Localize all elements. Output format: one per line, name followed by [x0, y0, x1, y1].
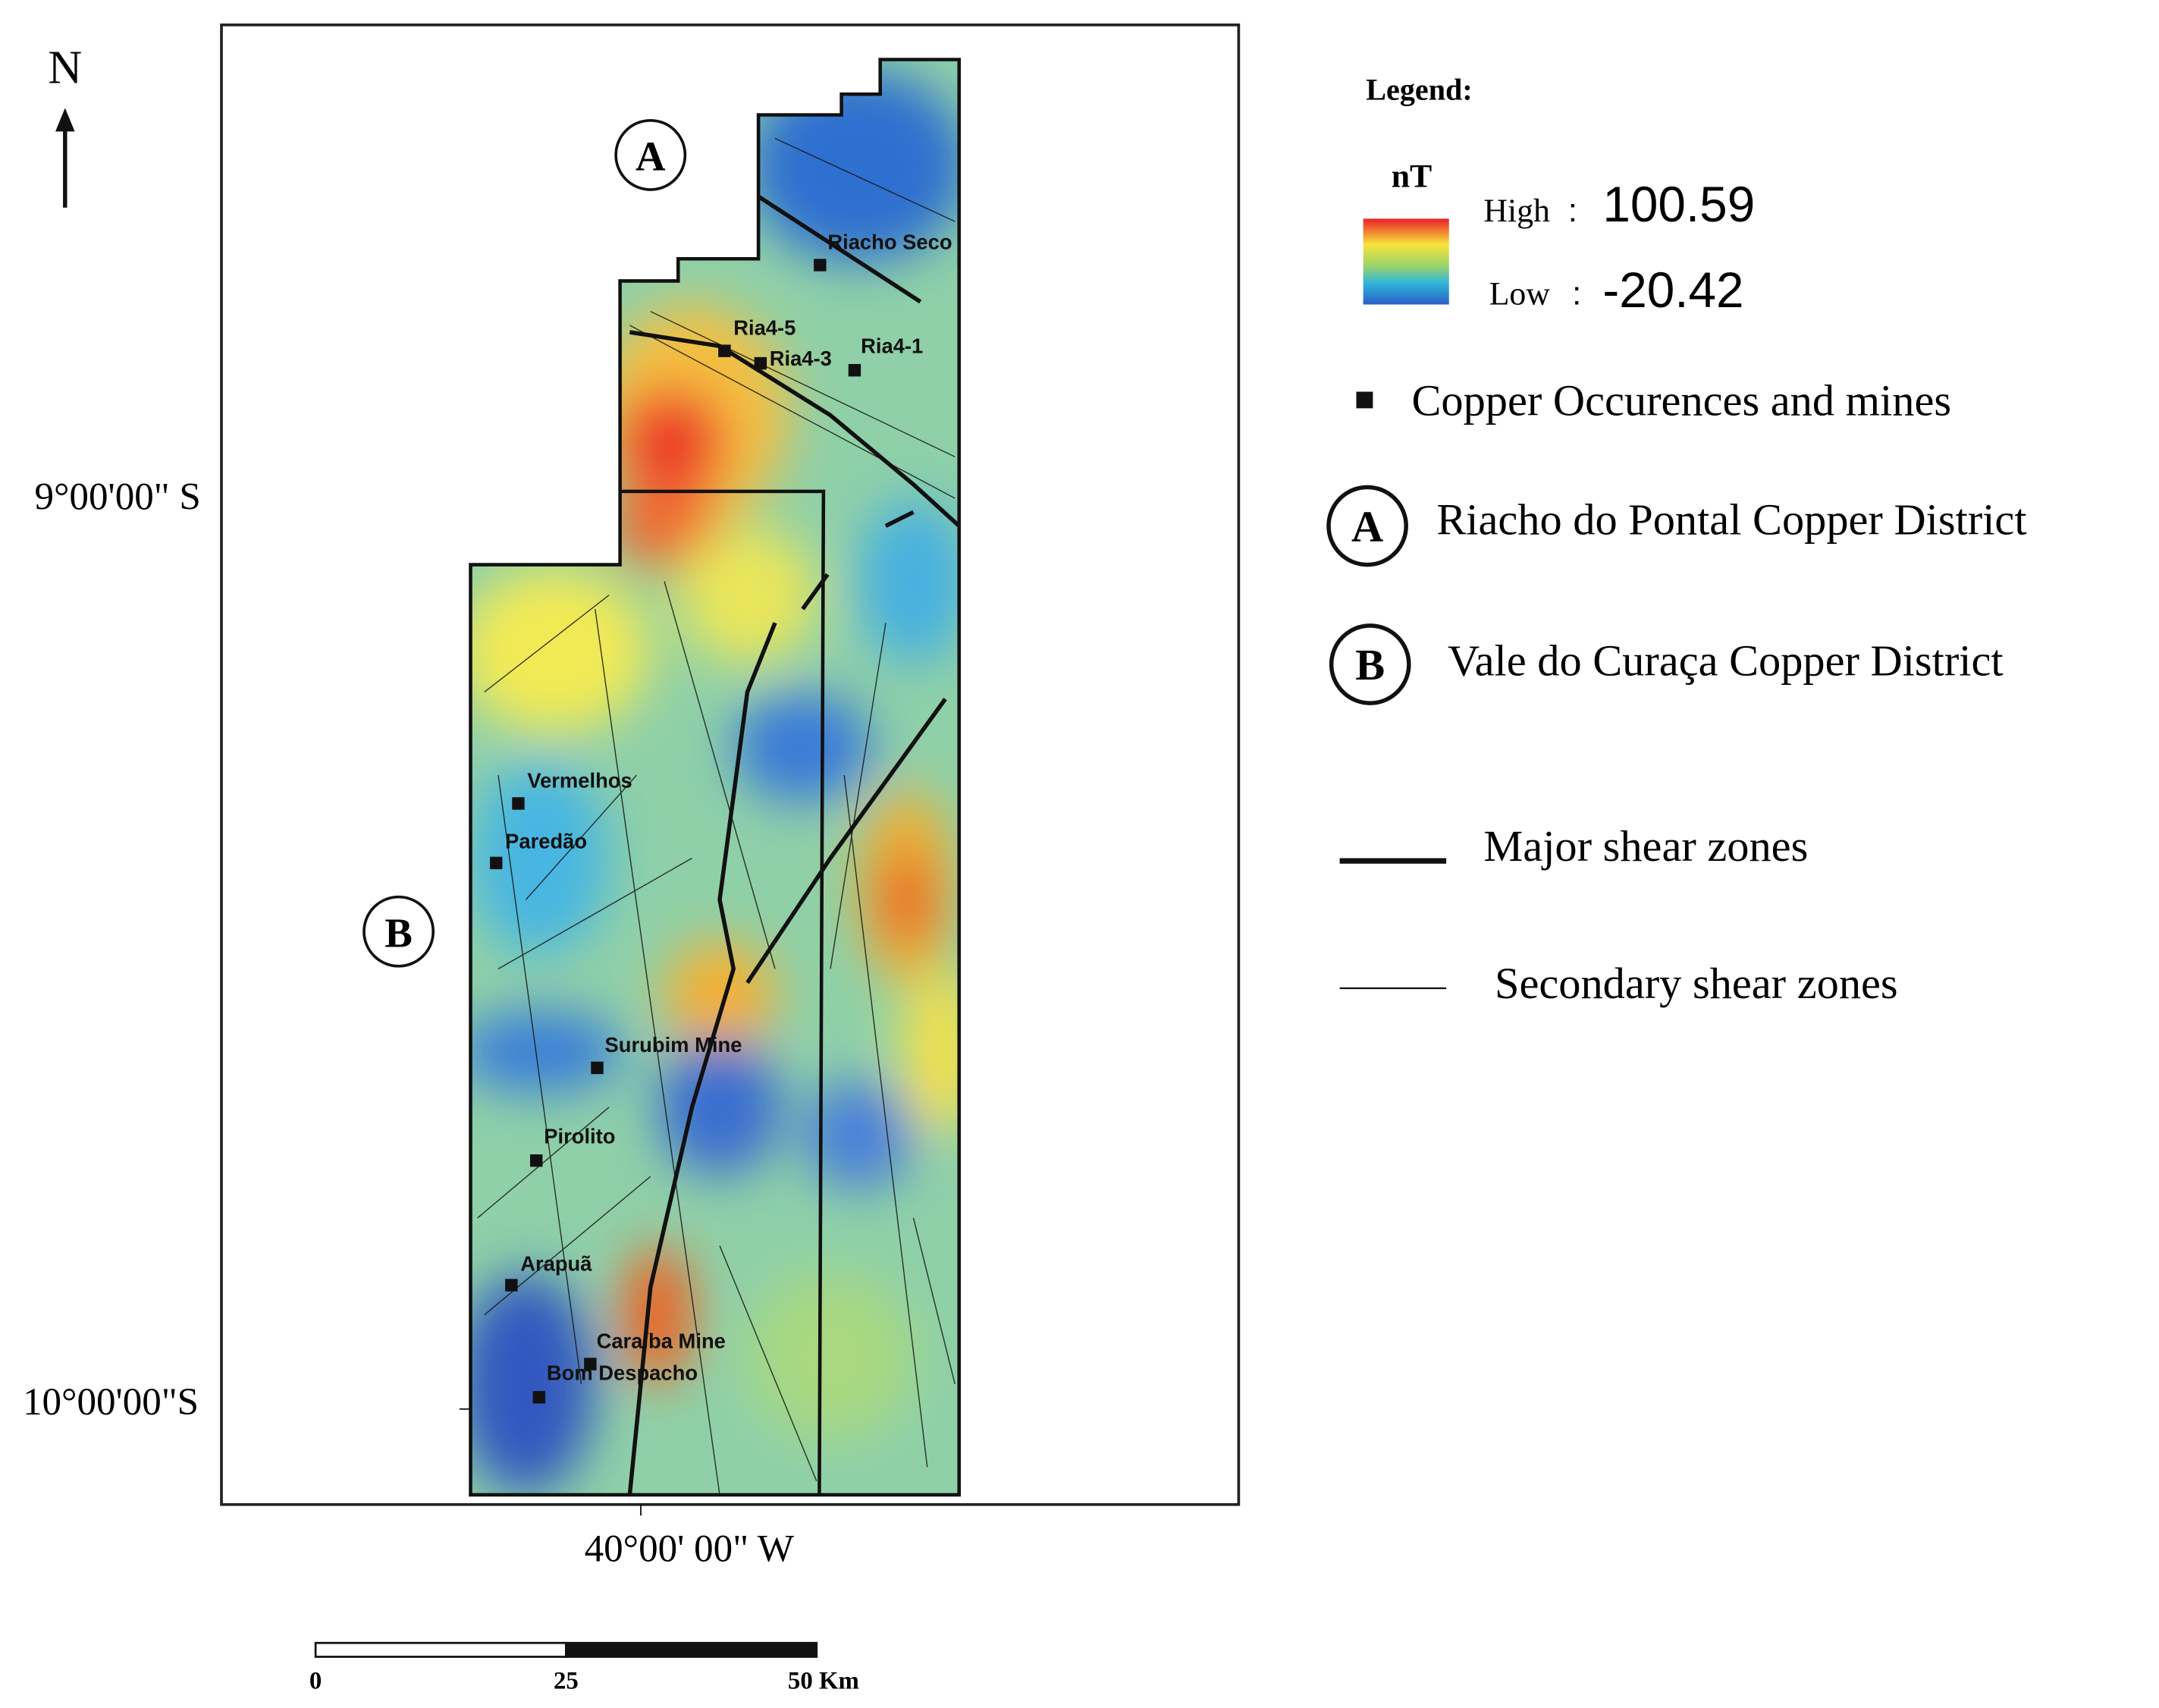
colon: : [1568, 192, 1577, 229]
legend-unit: nT [1392, 158, 1433, 194]
mine-label: Caraíba Mine [597, 1330, 726, 1353]
mine-label: Ria4-1 [861, 334, 923, 357]
mine-marker [718, 344, 731, 357]
mine-marker [848, 363, 861, 377]
mine-label: Riacho Seco [827, 230, 952, 253]
legend-item: Vale do Curaça Copper District [1448, 636, 2004, 686]
legend-mine-symbol [1356, 391, 1373, 409]
scale-label: 25 [554, 1667, 579, 1694]
north-arrow-head [55, 108, 75, 132]
scale-bar-segment [314, 1641, 567, 1658]
mine-marker [814, 259, 827, 272]
colon: : [1572, 275, 1581, 312]
latitude-label: 10°00'00"S [23, 1380, 199, 1424]
legend-item: Secondary shear zones [1495, 959, 1898, 1008]
legend-high-value: 100.59 [1602, 177, 1755, 232]
legend-district-letter: A [1351, 502, 1383, 551]
legend-title: Legend: [1366, 72, 1472, 106]
mine-marker [490, 856, 503, 870]
color-bar [1363, 218, 1449, 305]
district-marker [362, 895, 435, 968]
legend-district-letter: B [1355, 640, 1385, 689]
mine-label: Bom Despacho [547, 1361, 698, 1384]
map-frame [220, 24, 1241, 1506]
scale-bar-segment [565, 1641, 818, 1658]
magnetic-anomaly-map [470, 59, 959, 1495]
scale-label: 50 Km [788, 1667, 859, 1694]
latitude-label: 9°00'00" S [34, 476, 200, 519]
legend-district-symbol [1326, 485, 1408, 567]
legend-high-label: High [1483, 193, 1550, 229]
district-letter: A [635, 133, 666, 179]
mine-label: Paredão [505, 830, 587, 853]
district-marker [614, 118, 687, 191]
north-label: N [48, 42, 82, 93]
mine-marker [532, 1391, 546, 1404]
legend-item: Riacho do Pontal Copper District [1436, 495, 2026, 544]
district-letter: B [384, 909, 413, 956]
mine-marker [512, 797, 525, 810]
mine-marker [584, 1358, 597, 1370]
study-area-outline [469, 58, 962, 1497]
legend-district-symbol [1329, 623, 1411, 705]
mine-label: Vermelhos [527, 768, 632, 792]
mine-marker [505, 1279, 518, 1292]
legend-item: Major shear zones [1483, 821, 1808, 871]
mine-label: Ria4-5 [733, 316, 796, 340]
mine-label: Arapuã [520, 1251, 592, 1275]
legend-low-label: Low [1489, 275, 1551, 312]
mine-marker [529, 1154, 543, 1167]
scale-label: 0 [309, 1667, 322, 1694]
legend-low-value: -20.42 [1602, 262, 1743, 318]
mine-marker [591, 1061, 604, 1075]
district-boundary [620, 489, 826, 1495]
mine-label: Ria4-3 [770, 347, 832, 370]
mine-marker [754, 356, 767, 370]
mine-label: Surubim Mine [605, 1033, 742, 1057]
longitude-label: 40°00' 00" W [585, 1527, 795, 1571]
mine-label: Pirolito [544, 1124, 615, 1148]
legend-item: Copper Occurences and mines [1411, 375, 1951, 425]
